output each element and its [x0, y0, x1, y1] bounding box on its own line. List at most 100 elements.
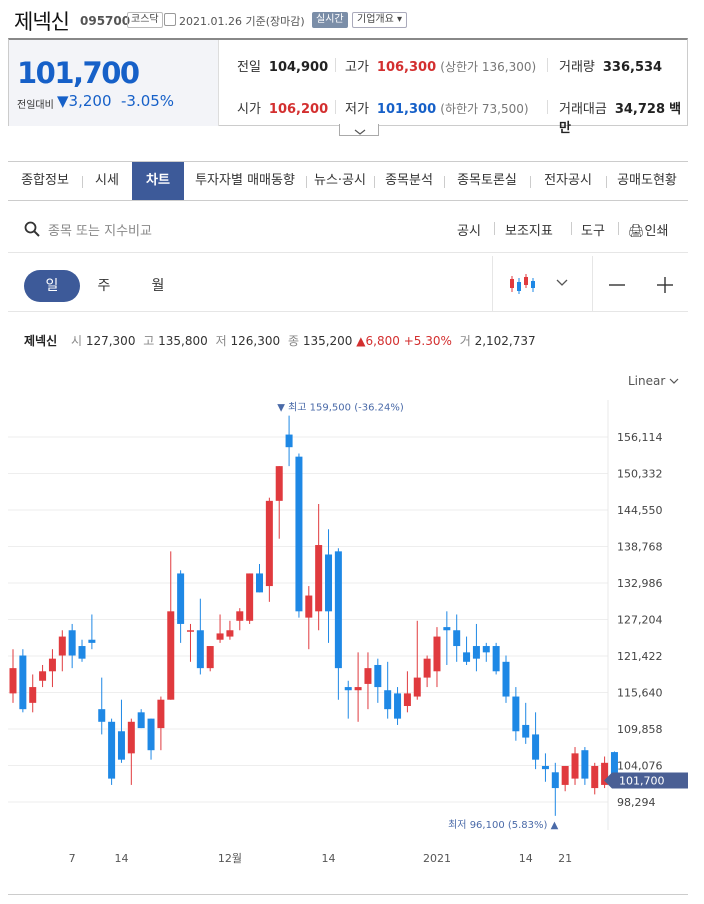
candle-body[interactable] — [265, 500, 273, 587]
candle-body[interactable] — [561, 765, 569, 785]
candle-body[interactable] — [354, 687, 362, 691]
x-tick-label: 12월 — [218, 852, 242, 865]
period-day[interactable]: 일 — [24, 270, 80, 302]
tab-investors[interactable]: 투자자별 매매동향 — [195, 173, 295, 188]
candle-body[interactable] — [39, 671, 47, 681]
candle-body[interactable] — [492, 646, 500, 672]
candle-body[interactable] — [88, 639, 96, 643]
candle-body[interactable] — [315, 545, 323, 612]
tab-discussion[interactable]: 종목토론실 — [457, 173, 517, 188]
candle-body[interactable] — [374, 664, 382, 688]
zoom-in-icon[interactable] — [656, 276, 674, 294]
ohlc-low: 126,300 — [230, 334, 281, 348]
period-month[interactable]: 월 — [151, 278, 165, 294]
print-tool[interactable]: 🖨인쇄 — [628, 224, 669, 239]
candle-body[interactable] — [463, 652, 471, 662]
change-percent: -3.05% — [121, 92, 175, 110]
candle-body[interactable] — [610, 752, 618, 781]
candle-body[interactable] — [29, 687, 37, 703]
candle-body[interactable] — [571, 753, 579, 779]
tab-overview[interactable]: 종합정보 — [21, 173, 69, 188]
compare-search-input[interactable]: 종목 또는 지수비교 — [48, 224, 152, 239]
candlestick-chart[interactable]: 156,114 150,332 144,550 138,768 132,986 127,2… — [0, 390, 704, 890]
candle-body[interactable] — [502, 661, 510, 697]
candle-body[interactable] — [384, 690, 392, 710]
candle-body[interactable] — [364, 668, 372, 684]
candle-body[interactable] — [78, 646, 86, 659]
candle-body[interactable] — [147, 718, 155, 751]
indicator-tool[interactable]: 보조지표 — [505, 224, 553, 239]
candle-body[interactable] — [117, 731, 125, 760]
candle-body[interactable] — [403, 693, 411, 707]
ohlc-high: 135,800 — [158, 334, 208, 348]
tab-disclosure[interactable]: 전자공시 — [544, 173, 592, 188]
candle-body[interactable] — [256, 573, 263, 593]
candle-body[interactable] — [433, 636, 441, 672]
candle-body[interactable] — [472, 646, 480, 659]
candle-body[interactable] — [275, 466, 283, 501]
candle-body[interactable] — [541, 765, 549, 770]
scale-selector[interactable]: Linear — [628, 374, 679, 388]
candle-body[interactable] — [394, 693, 402, 719]
candle-body[interactable] — [601, 762, 609, 785]
chevron-down-icon[interactable] — [556, 278, 568, 288]
candle-body[interactable] — [285, 434, 293, 448]
zoom-out-icon[interactable] — [608, 276, 626, 294]
candle-body[interactable] — [423, 658, 431, 678]
candle-body[interactable] — [236, 611, 244, 621]
x-tick-label: 14 — [322, 852, 336, 865]
candle-body[interactable] — [246, 573, 254, 621]
candle-body[interactable] — [196, 630, 204, 669]
candle-body[interactable] — [344, 687, 352, 691]
realtime-button[interactable]: 실시간 — [312, 12, 348, 28]
candle-body[interactable] — [325, 554, 333, 612]
candle-body[interactable] — [216, 633, 224, 640]
printer-icon: 🖨 — [628, 224, 645, 239]
tab-short-selling[interactable]: 공매도현황 — [617, 173, 677, 188]
tab-analysis[interactable]: 종목분석 — [385, 173, 433, 188]
quote-date: 2021.01.26 기준(장마감) — [179, 15, 305, 28]
candle-body[interactable] — [9, 668, 17, 694]
candle-body[interactable] — [532, 734, 540, 760]
change-label: 전일대비 — [17, 100, 54, 111]
period-week[interactable]: 주 — [97, 278, 111, 294]
company-info-button[interactable]: 기업개요 ▾ — [352, 12, 408, 28]
candle-body[interactable] — [522, 724, 530, 738]
candle-body[interactable] — [137, 712, 145, 729]
y-tick-label: 127,204 — [617, 614, 663, 627]
tab-chart[interactable]: 차트 — [132, 162, 184, 200]
market-badge: 코스닥 — [127, 12, 163, 28]
x-tick-label: 14 — [114, 852, 128, 865]
candle-body[interactable] — [127, 721, 135, 754]
candle-body[interactable] — [48, 658, 56, 672]
candle-body[interactable] — [512, 696, 520, 732]
candle-body[interactable] — [157, 699, 165, 729]
drawing-tool[interactable]: 도구 — [581, 224, 605, 239]
expand-toggle[interactable] — [339, 124, 379, 136]
candle-body[interactable] — [177, 573, 185, 624]
candle-body[interactable] — [108, 721, 116, 779]
candle-body[interactable] — [98, 709, 106, 722]
candlestick-type-icon[interactable] — [508, 272, 538, 296]
candle-body[interactable] — [581, 750, 589, 779]
candle-body[interactable] — [68, 630, 76, 656]
candle-body[interactable] — [443, 627, 451, 631]
candle-body[interactable] — [305, 595, 313, 618]
tab-quotes[interactable]: 시세 — [95, 173, 119, 188]
disclosure-tool[interactable]: 공시 — [457, 224, 481, 239]
candle-body[interactable] — [58, 636, 66, 656]
candle-body[interactable] — [167, 611, 175, 700]
candle-body[interactable] — [19, 655, 27, 710]
candle-body[interactable] — [186, 630, 194, 632]
candle-body[interactable] — [295, 456, 303, 612]
candle-body[interactable] — [551, 772, 559, 789]
candle-body[interactable] — [482, 646, 490, 653]
candle-body[interactable] — [334, 551, 342, 669]
candle-body[interactable] — [453, 630, 461, 647]
candle-body[interactable] — [226, 630, 234, 637]
candle-body[interactable] — [206, 646, 214, 669]
candle-body[interactable] — [591, 765, 599, 789]
search-icon[interactable] — [24, 221, 40, 237]
candle-body[interactable] — [413, 677, 421, 697]
tab-news[interactable]: 뉴스·공시 — [314, 173, 366, 188]
